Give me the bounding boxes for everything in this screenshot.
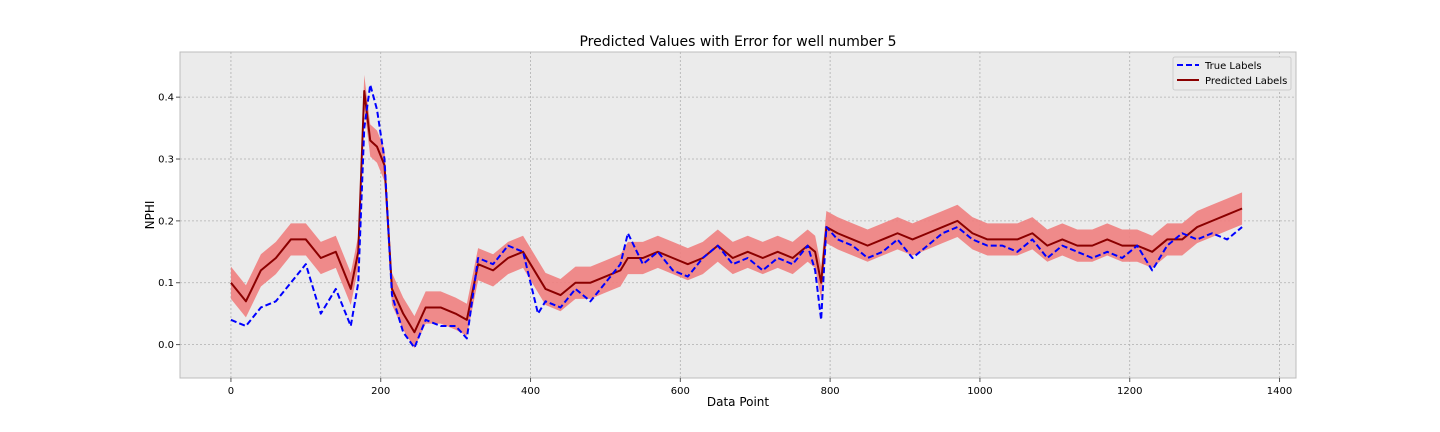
x-tick-label: 1000 xyxy=(967,386,992,397)
legend: True Labels Predicted Labels xyxy=(1172,56,1292,91)
x-tick-label: 1400 xyxy=(1267,386,1292,397)
y-tick-label: 0.2 xyxy=(158,216,174,227)
series-layer xyxy=(230,83,1243,349)
x-axis: 0 200 400 600 800 1000 1200 1400 xyxy=(228,378,1292,397)
legend-box xyxy=(1172,56,1292,91)
x-tick-label: 600 xyxy=(671,386,690,397)
error-band xyxy=(230,74,1243,349)
plot-area xyxy=(179,51,1297,379)
x-axis-label: Data Point xyxy=(707,395,770,409)
legend-true-label: True Labels xyxy=(1204,61,1262,72)
y-tick-label: 0.1 xyxy=(158,278,174,289)
y-tick-label: 0.3 xyxy=(158,155,174,166)
true-labels-line xyxy=(230,83,1243,349)
x-tick-label: 400 xyxy=(521,386,540,397)
chart-title: Predicted Values with Error for well num… xyxy=(579,34,896,50)
y-tick-label: 0.0 xyxy=(158,340,174,351)
x-tick-label: 200 xyxy=(371,386,390,397)
x-tick-label: 0 xyxy=(228,386,234,397)
error-band-layer xyxy=(230,74,1243,349)
legend-predicted-label: Predicted Labels xyxy=(1205,76,1287,87)
y-tick-label: 0.4 xyxy=(158,93,174,104)
x-tick-label: 800 xyxy=(821,386,840,397)
y-axis-label: NPHI xyxy=(143,201,157,230)
y-axis: 0.0 0.1 0.2 0.3 0.4 xyxy=(158,93,180,351)
x-tick-label: 1200 xyxy=(1117,386,1142,397)
